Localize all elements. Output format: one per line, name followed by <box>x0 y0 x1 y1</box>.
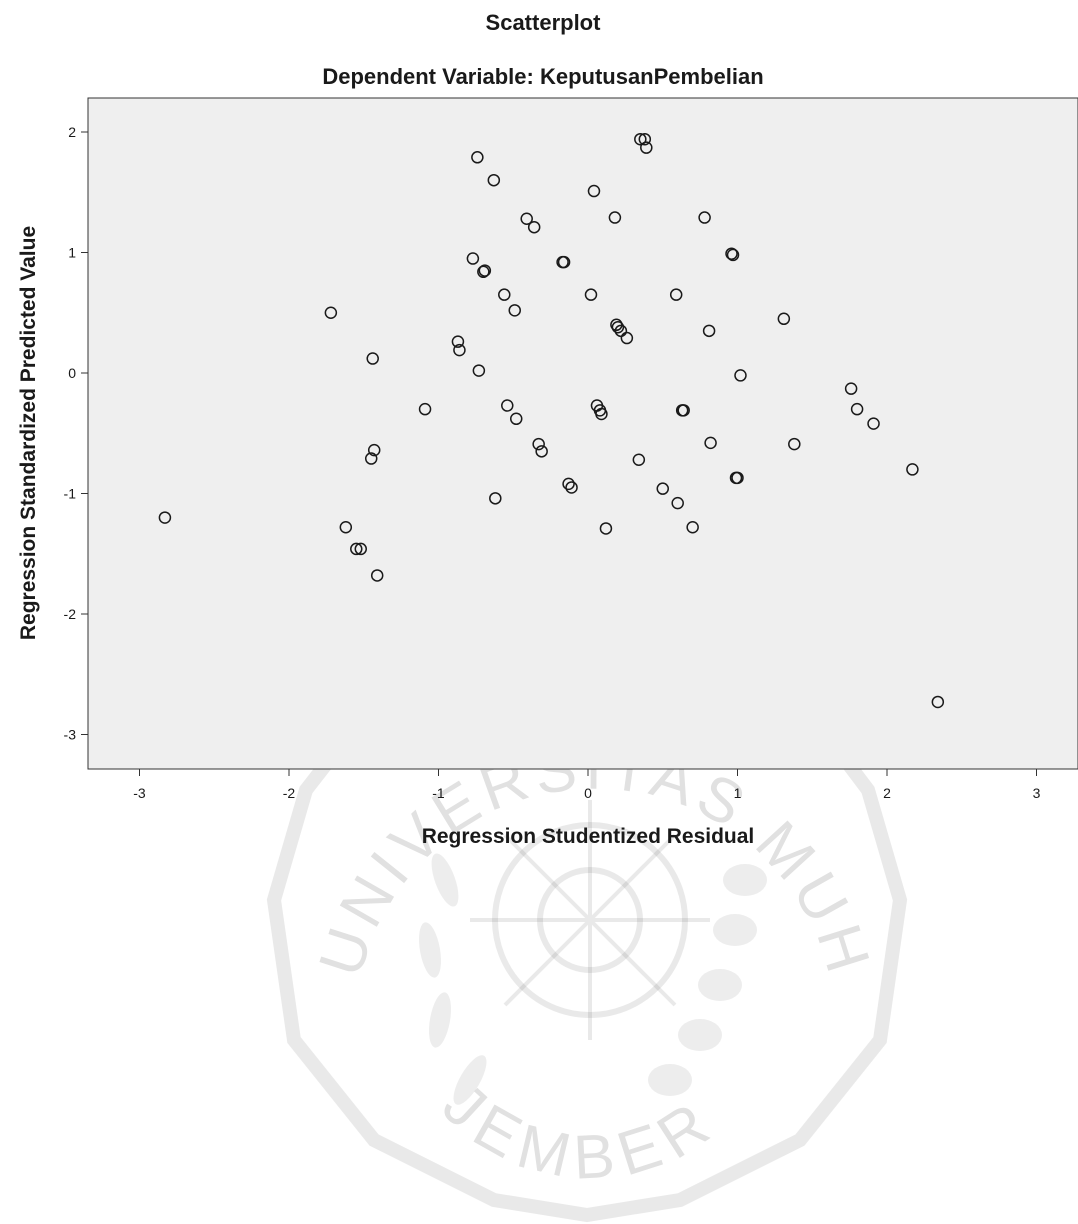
data-point <box>562 477 575 491</box>
data-point <box>632 453 646 467</box>
data-point <box>656 482 669 495</box>
data-point <box>498 288 511 301</box>
data-point <box>584 288 598 301</box>
data-point <box>158 511 172 524</box>
data-point <box>731 471 744 485</box>
data-point <box>634 132 647 146</box>
data-point <box>478 264 492 277</box>
data-point <box>702 324 716 338</box>
data-point <box>418 402 432 416</box>
data-point <box>354 542 368 556</box>
data-point <box>535 445 548 458</box>
data-point <box>599 522 613 535</box>
data-point <box>669 288 683 301</box>
y-tick-label: 2 <box>68 124 76 140</box>
y-tick-label: 1 <box>68 245 76 261</box>
data-point <box>595 407 608 421</box>
data-point <box>734 369 747 382</box>
x-tick-label: 2 <box>883 785 891 801</box>
data-point <box>477 265 490 279</box>
data-point <box>931 695 945 709</box>
data-point <box>906 463 919 476</box>
data-point <box>509 412 523 426</box>
data-point <box>565 481 578 494</box>
data-point <box>451 335 465 348</box>
y-tick-label: -1 <box>64 486 77 502</box>
data-point <box>489 492 502 505</box>
data-point <box>867 417 880 430</box>
data-point <box>370 569 384 582</box>
data-point <box>471 151 484 164</box>
data-point <box>640 141 653 154</box>
data-point <box>466 252 480 265</box>
data-point <box>850 402 864 416</box>
data-point <box>844 382 858 395</box>
data-point <box>501 399 514 412</box>
data-point <box>777 312 791 326</box>
y-tick-label: -3 <box>64 727 77 743</box>
y-tick-label: -2 <box>64 606 77 622</box>
data-point <box>698 211 711 224</box>
data-point <box>364 452 378 465</box>
data-point <box>557 255 571 269</box>
data-point <box>638 132 652 146</box>
data-point <box>677 404 690 417</box>
data-point <box>726 248 740 262</box>
x-axis-label: Regression Studentized Residual <box>422 825 755 848</box>
data-point <box>508 304 521 317</box>
plot-area <box>87 97 1078 770</box>
data-points <box>158 132 945 709</box>
data-point <box>725 247 738 260</box>
data-point <box>487 173 501 187</box>
data-point <box>472 364 486 377</box>
x-tick-label: 0 <box>584 785 592 801</box>
data-point <box>339 520 353 534</box>
y-tick-label: 0 <box>68 365 76 381</box>
data-point <box>366 352 379 365</box>
chart-title: Scatterplot <box>486 10 602 35</box>
data-point <box>671 496 684 510</box>
y-axis-label: Regression Standardized Predicted Value <box>17 226 40 640</box>
data-point <box>611 320 625 334</box>
data-point <box>686 520 699 534</box>
data-point <box>788 437 801 451</box>
y-axis: 2 1 0 -1 -2 -3 <box>64 124 88 743</box>
x-axis: -3 -2 -1 0 1 2 3 <box>133 769 1041 801</box>
chart-subtitle: Dependent Variable: KeputusanPembelian <box>322 64 763 89</box>
data-point <box>527 220 541 234</box>
x-tick-label: -3 <box>133 785 146 801</box>
data-point <box>367 443 381 457</box>
data-point <box>532 437 545 451</box>
data-point <box>608 211 622 224</box>
data-point <box>587 184 601 198</box>
x-tick-label: -2 <box>283 785 296 801</box>
data-point <box>620 331 634 345</box>
data-point <box>324 306 338 319</box>
data-point <box>453 343 466 357</box>
data-point <box>704 436 717 450</box>
data-point <box>350 542 363 556</box>
data-point <box>520 212 533 226</box>
x-tick-label: 3 <box>1033 785 1041 801</box>
x-tick-label: 1 <box>734 785 742 801</box>
x-tick-label: -1 <box>432 785 445 801</box>
